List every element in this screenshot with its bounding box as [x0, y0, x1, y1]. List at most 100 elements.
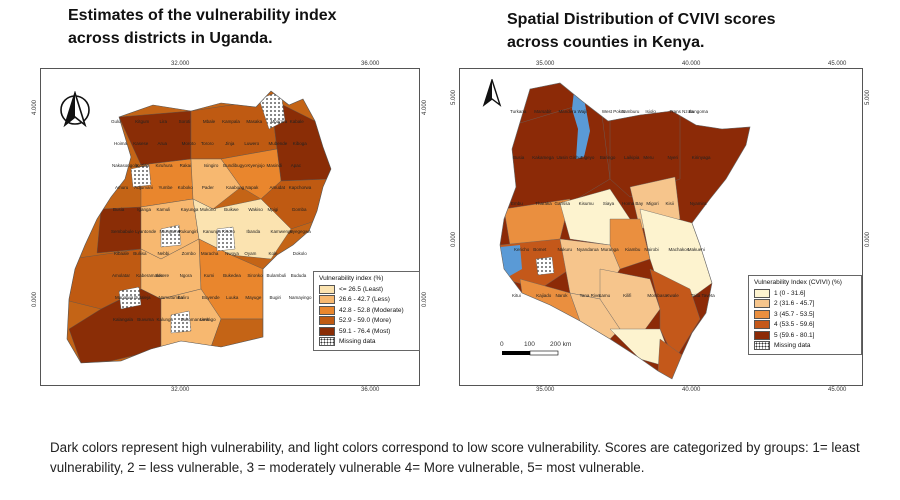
- place-name-label: Masaka: [246, 119, 263, 124]
- place-name-label: Bugiri: [269, 295, 282, 300]
- legend-label: 1 (0 - 31.6]: [774, 289, 806, 297]
- place-name-label: Adjumani: [134, 185, 153, 190]
- north-arrow-icon: [60, 91, 90, 128]
- place-name-label: Kirinyaga: [691, 155, 711, 160]
- uganda-districts-map: [66, 90, 332, 364]
- place-name-label: Meru: [643, 155, 654, 160]
- place-name-label: Isiolo: [645, 109, 656, 114]
- kenya-map-panel: 35.000 40.000 45.000 35.000 40.000 45.00…: [451, 61, 871, 393]
- kenya-bottom-tick: 45.000: [828, 387, 847, 393]
- place-name-label: Wakiso: [248, 207, 263, 212]
- place-name-label: Busia: [113, 207, 125, 212]
- kenya-legend-item: Missing data: [754, 341, 856, 352]
- place-name-label: Buliisa: [133, 251, 147, 256]
- kenya-right-tick: 5.000: [865, 89, 871, 105]
- legend-label: 2 (31.6 - 45.7]: [774, 300, 815, 308]
- place-name-label: Mombasa: [647, 293, 668, 298]
- place-name-label: Maracha: [200, 251, 219, 256]
- place-name-label: Marsabit: [534, 109, 552, 114]
- place-name-label: Kyegegwa: [289, 229, 311, 234]
- place-name-label: Ngora: [179, 273, 192, 278]
- kenya-bottom-tick: 35.000: [536, 387, 555, 393]
- figure-caption: Dark colors represent high vulnerability…: [50, 440, 860, 475]
- place-name-label: Koboko: [177, 185, 193, 190]
- place-name-label: Samburu: [621, 109, 640, 114]
- place-name-label: Uasin Gishu: [556, 155, 581, 160]
- place-name-label: Namutumba: [158, 295, 183, 300]
- place-name-label: Napak: [245, 185, 259, 190]
- place-name-label: Tana River: [579, 293, 602, 298]
- place-name-label: Bungoma: [688, 109, 709, 114]
- place-name-label: Kericho: [514, 247, 530, 252]
- place-name-label: Tororo: [200, 141, 214, 146]
- uganda-legend-item: 26.6 - 42.7 (Less): [319, 295, 414, 306]
- kenya-top-tick: 35.000: [536, 61, 555, 67]
- legend-label: <= 26.5 (Least): [339, 285, 384, 293]
- uganda-left-tick: 4.000: [32, 99, 38, 115]
- place-name-label: Lira: [159, 119, 167, 124]
- uganda-map-panel: 32.000 36.000 32.000 36.000 4.000 0.000 …: [32, 61, 428, 393]
- place-name-label: Mukono: [199, 207, 216, 212]
- kenya-legend-item: 2 (31.6 - 45.7]: [754, 299, 856, 310]
- uganda-legend-item: 52.9 - 59.0 (More): [319, 316, 414, 327]
- place-name-label: Embu: [511, 201, 523, 206]
- place-name-label: Amolatar: [112, 273, 131, 278]
- place-name-label: Kampala: [222, 119, 240, 124]
- place-name-label: Sembabule: [111, 229, 134, 234]
- kenya-bottom-tick: 40.000: [682, 387, 701, 393]
- place-name-label: Nakuru: [557, 247, 572, 252]
- place-name-label: Manafwa: [115, 295, 134, 300]
- place-name-label: Laikipia: [624, 155, 640, 160]
- place-name-label: Moroto: [181, 141, 196, 146]
- place-name-label: Kaberamaido: [136, 273, 163, 278]
- place-name-label: Iganga: [137, 207, 151, 212]
- place-name-label: Kalungu: [156, 317, 173, 322]
- uganda-top-tick: 36.000: [361, 61, 380, 67]
- place-name-label: Hoima: [114, 141, 128, 146]
- legend-label: 42.8 - 52.8 (Moderate): [339, 306, 404, 314]
- legend-label: 5 (59.6 - 80.1]: [774, 331, 815, 339]
- place-name-label: Narok: [555, 293, 568, 298]
- kenya-top-tick: 40.000: [682, 61, 701, 67]
- place-name-label: Namayingo: [288, 295, 312, 300]
- kenya-legend-item: 1 (0 - 31.6]: [754, 288, 856, 299]
- kenya-legend-item: 5 (59.6 - 80.1]: [754, 330, 856, 341]
- kenya-counties-map: [499, 82, 751, 380]
- place-name-label: Luuka: [226, 295, 239, 300]
- kenya-right-tick: 0.000: [865, 231, 871, 247]
- place-name-label: Lwengo: [199, 317, 216, 322]
- legend-swatch: [754, 309, 770, 319]
- place-name-label: Dokolo: [292, 251, 307, 256]
- place-name-label: Bukedea: [223, 273, 241, 278]
- place-name-label: Siaya: [602, 201, 615, 206]
- place-name-label: Kabale: [289, 119, 304, 124]
- place-name-label: Oyam: [244, 251, 257, 256]
- place-name-label: Yumbe: [158, 185, 173, 190]
- place-name-label: Kumi: [203, 273, 215, 278]
- place-name-label: Bomet: [533, 247, 547, 252]
- uganda-top-tick: 32.000: [171, 61, 190, 67]
- uganda-map-title: Estimates of the vulnerability index acr…: [68, 7, 337, 47]
- place-name-label: Isingiro: [203, 163, 219, 168]
- uganda-bottom-tick: 36.000: [361, 387, 380, 393]
- place-name-label: Gulu: [111, 119, 121, 124]
- legend-swatch: [754, 299, 770, 309]
- legend-swatch: [319, 316, 335, 326]
- kenya-legend-title: Vulnerability Index (CVIVI) (%): [754, 279, 842, 286]
- place-name-label: Wajir: [577, 109, 588, 114]
- scale-label: 200 km: [550, 341, 572, 348]
- place-name-label: Elgeyo: [580, 155, 595, 160]
- place-name-label: Bundibugyo: [223, 163, 247, 168]
- scale-bar: [502, 350, 559, 356]
- place-name-label: Kitui: [512, 293, 521, 298]
- place-name-label: Ntungamo: [159, 229, 181, 234]
- uganda-bottom-tick: 32.000: [171, 387, 190, 393]
- place-name-label: Mubende: [268, 141, 288, 146]
- place-name-label: Kilifi: [623, 293, 632, 298]
- place-name-label: Bulambuli: [266, 273, 287, 278]
- scale-label: 100: [524, 341, 535, 348]
- place-name-label: Masindi: [266, 163, 283, 168]
- legend-swatch: [319, 305, 335, 315]
- place-name-label: Makueni: [687, 247, 705, 252]
- legend-label: Missing data: [339, 338, 376, 346]
